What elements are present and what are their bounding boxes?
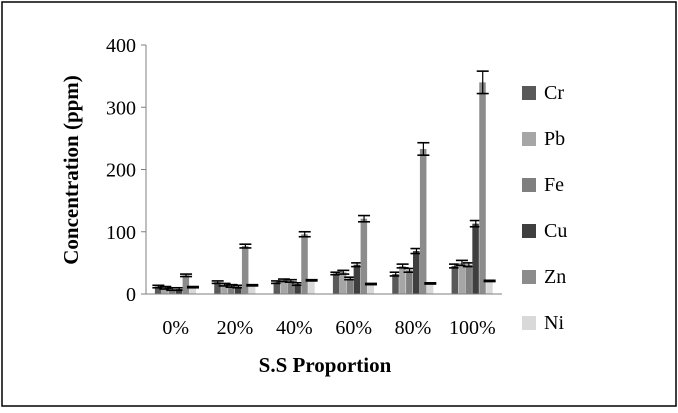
bar-ni-4: [426, 283, 434, 294]
bar-pb-4: [399, 265, 406, 294]
y-tick-label: 400: [106, 35, 136, 57]
bar-pb-0: [161, 287, 169, 294]
bar-zn-5: [479, 82, 486, 294]
legend-label-fe: Fe: [544, 174, 564, 196]
legend-swatch-cr: [522, 86, 536, 100]
bar-cu-5: [472, 223, 479, 294]
x-tick-label: 60%: [335, 317, 372, 339]
bar-zn-1: [241, 246, 249, 294]
legend-swatch-pb: [522, 132, 536, 146]
x-tick-label: 0%: [162, 317, 189, 339]
legend-label-cr: Cr: [544, 82, 564, 104]
bar-cu-2: [294, 284, 301, 294]
legend-swatch-ni: [522, 316, 536, 330]
bar-zn-4: [419, 148, 427, 294]
bar-fe-1: [228, 285, 235, 294]
y-tick-label: 0: [126, 284, 136, 306]
y-tick-label: 200: [106, 160, 136, 182]
bar-fe-4: [406, 270, 413, 294]
legend-label-cu: Cu: [544, 220, 567, 242]
bar-cr-3: [332, 273, 340, 294]
bar-pb-1: [221, 284, 228, 294]
y-tick-label: 100: [106, 222, 136, 244]
bar-zn-0: [182, 275, 190, 294]
legend-label-zn: Zn: [544, 266, 566, 288]
bar-cr-0: [154, 286, 162, 294]
bar-fe-2: [287, 280, 294, 294]
legend-swatch-zn: [522, 270, 536, 284]
legend-swatch-fe: [522, 178, 536, 192]
x-axis-label: S.S Proportion: [259, 353, 392, 377]
bar-ni-0: [189, 287, 197, 294]
bar-cr-5: [451, 265, 459, 294]
bar-fe-0: [168, 289, 176, 294]
bar-cu-3: [353, 264, 361, 294]
bar-cr-2: [273, 282, 281, 294]
bar-cu-0: [175, 289, 183, 294]
bar-zn-2: [301, 234, 308, 294]
bar-ni-1: [248, 285, 256, 294]
bar-cr-4: [392, 274, 399, 294]
x-tick-label: 100%: [449, 317, 496, 339]
bar-ni-2: [308, 280, 315, 294]
bar-cr-1: [214, 282, 221, 294]
legend-label-pb: Pb: [544, 128, 565, 150]
y-axis-label: Concentration (ppm): [59, 75, 83, 265]
bar-fe-5: [465, 264, 472, 294]
x-tick-label: 40%: [276, 317, 313, 339]
legend-label-ni: Ni: [544, 312, 564, 334]
bar-fe-3: [346, 278, 354, 294]
bar-zn-3: [360, 218, 368, 294]
bar-ni-5: [486, 280, 493, 294]
bar-pb-2: [280, 280, 288, 294]
bar-pb-3: [339, 272, 347, 294]
bar-ni-3: [367, 284, 375, 294]
bar-cu-1: [235, 286, 242, 294]
x-tick-label: 20%: [217, 317, 254, 339]
bar-cu-4: [413, 251, 420, 294]
y-tick-label: 300: [106, 97, 136, 119]
legend-swatch-cu: [522, 224, 536, 238]
bar-pb-5: [458, 262, 466, 294]
x-tick-label: 80%: [395, 317, 432, 339]
